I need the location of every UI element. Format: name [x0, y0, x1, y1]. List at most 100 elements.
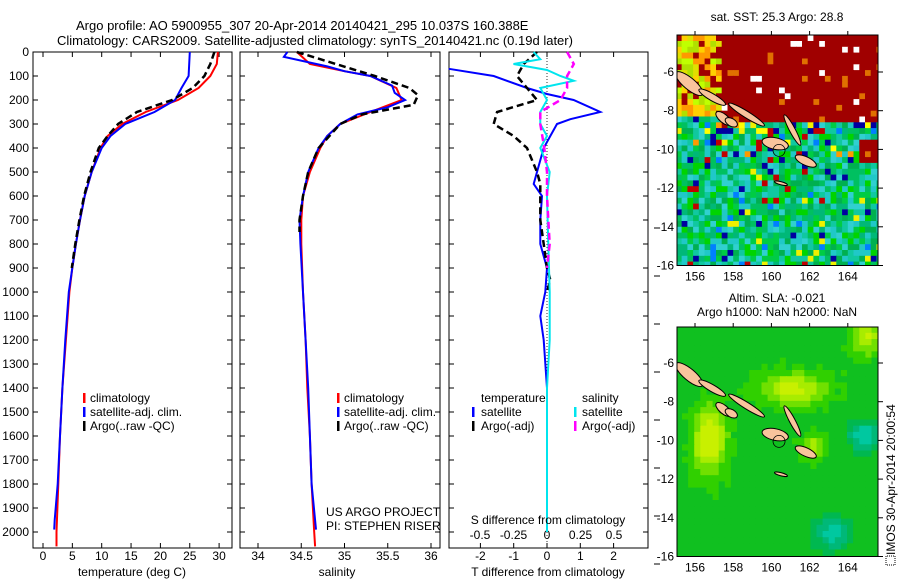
sst-cell: [698, 250, 706, 257]
sla-cell: [730, 388, 738, 396]
sst-cell: [870, 87, 877, 94]
sla-cell: [677, 376, 683, 383]
sst-cell: [790, 41, 797, 48]
sst-cell: [876, 209, 878, 216]
sst-cell: [721, 35, 728, 42]
sla-cell: [865, 376, 873, 383]
sla-cell: [792, 339, 799, 346]
sst-cell: [824, 41, 832, 48]
sst-cell: [790, 255, 797, 263]
sst-cell: [859, 267, 865, 273]
sst-cell: [716, 128, 723, 135]
sst-cell: [773, 128, 780, 135]
sla-cell: [840, 370, 848, 377]
sla-cell: [688, 431, 695, 439]
sst-cell: [677, 192, 683, 199]
sla-cell: [810, 444, 818, 452]
sla-cell: [810, 493, 818, 501]
sla-cell: [730, 327, 738, 328]
sla-cell: [792, 438, 799, 445]
x-tick-label: 162: [800, 270, 820, 284]
sst-cell: [870, 255, 877, 263]
sst-cell: [704, 261, 711, 266]
sst-cell: [824, 116, 832, 123]
sst-cells: [677, 35, 878, 273]
sst-cell: [784, 215, 792, 222]
sst-cell: [853, 75, 860, 83]
sst-cell: [870, 186, 877, 193]
sla-cell: [828, 438, 836, 445]
sst-cell: [790, 99, 797, 106]
sla-cell: [804, 363, 811, 371]
sst-cell: [807, 122, 814, 129]
sla-cell: [755, 512, 763, 520]
sst-cell: [813, 197, 820, 205]
sla-cell: [828, 419, 836, 427]
sla-cell: [834, 469, 842, 476]
sst-cell: [847, 232, 855, 239]
t-diff-xlabel: T difference from climatology: [471, 565, 625, 579]
sst-cell: [824, 93, 832, 100]
sst-cell: [677, 87, 683, 94]
sst-cell: [865, 81, 872, 89]
sla-cell: [871, 370, 878, 377]
sst-cell: [698, 128, 706, 135]
sst-cell: [750, 81, 757, 89]
sst-cell: [824, 58, 832, 65]
sla-cell: [743, 531, 750, 538]
y-tick-label: 1400: [2, 381, 29, 395]
sla-cell: [724, 332, 732, 340]
sla-cell: [834, 363, 842, 371]
sst-cell: [738, 244, 746, 251]
sst-cell: [738, 157, 746, 164]
island-landmass: [724, 117, 738, 128]
sla-cell: [828, 506, 836, 513]
sst-cell: [744, 226, 751, 234]
sla-cell: [865, 345, 873, 352]
sla-cell: [761, 518, 769, 526]
sla-cell: [743, 456, 750, 464]
sst-cell: [813, 232, 820, 239]
sst-cell: [687, 70, 694, 77]
sla-cell: [816, 506, 824, 513]
sla-cell: [677, 438, 683, 445]
sla-cell: [688, 444, 695, 452]
sst-cell: [876, 244, 878, 251]
sst-cell: [847, 157, 855, 164]
sla-cell: [840, 382, 848, 390]
sla-cell: [694, 394, 701, 402]
sla-cell: [682, 351, 689, 359]
sst-cell: [677, 110, 683, 118]
sst-cell: [784, 180, 792, 187]
sla-cell: [761, 456, 769, 464]
sla-cell: [828, 500, 836, 507]
sst-cell: [761, 46, 769, 54]
sst-cell: [727, 110, 734, 118]
sst-cell: [876, 64, 878, 71]
salinity-profile-plot: 34 34.5 35 35.5 36: [239, 50, 441, 563]
sst-cell: [761, 133, 769, 141]
sst-cell: [824, 145, 832, 152]
sst-cell: [847, 99, 855, 106]
sla-cell: [682, 444, 689, 452]
sla-cell: [822, 394, 830, 402]
sst-cell: [802, 203, 809, 210]
sst-cell: [784, 168, 792, 176]
sst-cell: [727, 180, 734, 187]
sst-cell: [677, 81, 683, 89]
sst-cell: [773, 203, 780, 210]
x-tick-label: -1: [508, 549, 519, 563]
sst-cell: [733, 197, 740, 205]
sst-cell: [733, 162, 740, 170]
sst-cell: [779, 46, 786, 54]
sst-cell: [853, 232, 860, 239]
sla-cell: [737, 537, 744, 544]
sla-cell: [706, 475, 714, 482]
sla-cell: [677, 327, 683, 334]
sst-cell: [681, 58, 688, 65]
sst-cell: [738, 221, 746, 228]
sst-cell: [830, 215, 837, 222]
sla-cell: [792, 370, 799, 377]
sst-cell: [761, 174, 769, 181]
sst-cell: [704, 226, 711, 234]
